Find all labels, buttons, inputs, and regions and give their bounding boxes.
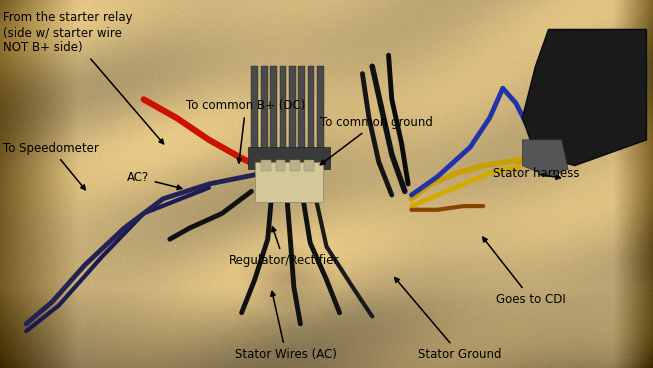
Text: Stator harness: Stator harness	[493, 167, 579, 180]
Bar	[261, 66, 268, 155]
Text: To common ground: To common ground	[320, 116, 433, 165]
Polygon shape	[522, 29, 646, 166]
Bar	[276, 160, 285, 171]
Bar	[279, 66, 286, 155]
Bar	[298, 66, 305, 155]
Text: AC?: AC?	[127, 171, 182, 190]
Bar	[290, 160, 300, 171]
Bar	[248, 147, 330, 169]
Bar	[308, 66, 315, 155]
Bar	[255, 162, 323, 202]
Text: Stator Ground: Stator Ground	[394, 277, 502, 361]
Bar	[261, 160, 271, 171]
Text: To Speedometer: To Speedometer	[3, 142, 99, 190]
Polygon shape	[522, 140, 568, 177]
Bar	[317, 66, 324, 155]
Text: From the starter relay
(side w/ starter wire
NOT B+ side): From the starter relay (side w/ starter …	[3, 11, 164, 144]
Bar	[251, 66, 258, 155]
Text: To common B+ (DC): To common B+ (DC)	[186, 99, 306, 163]
Bar	[289, 66, 296, 155]
Bar	[270, 66, 277, 155]
Text: Stator Wires (AC): Stator Wires (AC)	[235, 291, 337, 361]
Text: Regulator/Rectifier: Regulator/Rectifier	[229, 227, 339, 267]
Text: Goes to CDI: Goes to CDI	[483, 237, 566, 305]
Bar	[304, 160, 314, 171]
